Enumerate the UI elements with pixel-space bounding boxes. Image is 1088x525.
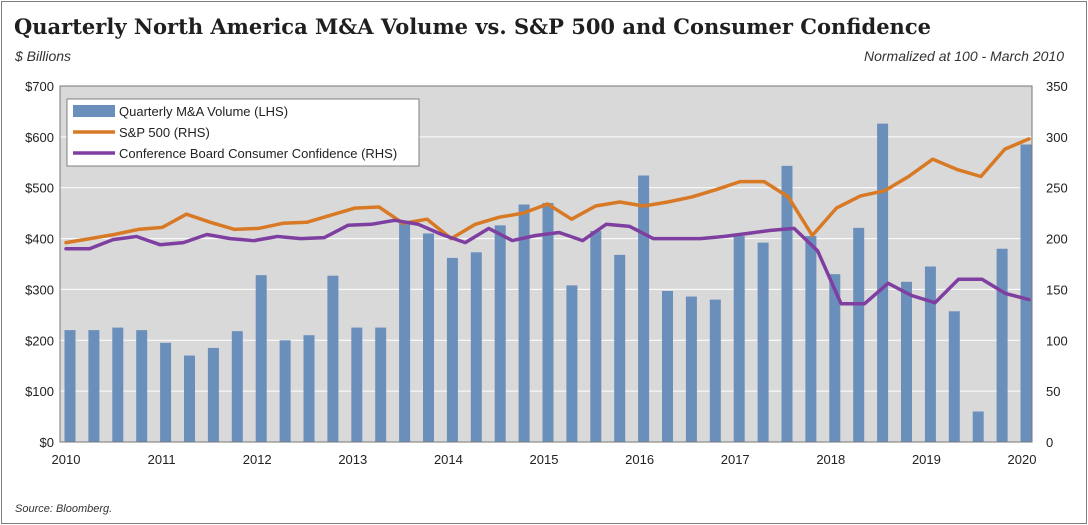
bar [446,257,458,442]
x-tick-label: 2016 [625,452,654,467]
bar [399,220,411,442]
bar [685,296,697,442]
legend-label: S&P 500 (RHS) [119,125,210,140]
bar [136,330,148,442]
left-tick-label: $500 [25,181,54,196]
bar [590,230,602,442]
source-note: Source: Bloomberg. [15,503,113,515]
x-tick-label: 2017 [721,452,750,467]
bar [757,242,769,442]
bar [207,347,219,442]
left-axis-unit: $ Billions [15,48,72,64]
bar [542,202,554,442]
legend-box [66,98,420,167]
bar [948,311,960,442]
bar [829,274,841,442]
bar [1020,144,1032,442]
legend-swatch-bar [73,105,115,117]
bar [64,330,76,442]
x-tick-label: 2015 [530,452,559,467]
bar [996,248,1008,442]
right-tick-label: 0 [1046,435,1053,450]
right-tick-label: 300 [1046,130,1068,145]
bar [423,233,434,442]
bar [375,327,387,442]
x-tick-label: 2013 [338,452,367,467]
left-tick-label: $600 [25,130,54,145]
right-tick-label: 100 [1046,333,1068,348]
bar [638,175,650,442]
bar [303,335,315,442]
bar [733,236,745,442]
bar [781,165,793,443]
bar [88,330,100,442]
bar [924,266,936,442]
bar [184,355,195,442]
right-axis-note: Normalized at 100 - March 2010 [864,48,1064,64]
bar [972,411,984,442]
plot-border [59,85,1033,443]
left-tick-label: $100 [25,384,54,399]
x-tick-label: 2011 [148,452,176,467]
bar [327,275,339,442]
x-tick-label: 2010 [52,452,81,467]
left-tick-label: $200 [25,333,54,348]
bar [351,327,363,442]
right-tick-label: 150 [1046,282,1068,297]
legend-label: Conference Board Consumer Confidence (RH… [119,146,397,161]
bar [901,281,912,442]
sp500-line [64,137,1031,245]
bar [614,254,626,442]
right-tick-label: 200 [1046,232,1068,247]
bar [518,204,530,442]
bar [470,252,482,442]
bar [805,236,817,442]
left-tick-label: $700 [25,79,54,94]
confidence-line [64,218,1031,306]
x-tick-label: 2018 [816,452,845,467]
x-tick-label: 2019 [912,452,941,467]
bar [566,285,578,442]
left-tick-label: $0 [40,435,54,450]
right-tick-label: 50 [1046,384,1060,399]
chart-title: Quarterly North America M&A Volume vs. S… [14,14,931,39]
bar [494,225,506,442]
bar [279,340,291,442]
x-tick-label: 2020 [1008,452,1037,467]
bar [662,290,673,442]
bar [709,299,721,442]
left-tick-label: $300 [25,282,54,297]
bar [877,123,889,443]
right-tick-label: 250 [1046,181,1068,196]
bar [112,327,124,442]
left-tick-label: $400 [25,232,54,247]
bar [160,342,172,442]
legend-label: Quarterly M&A Volume (LHS) [119,104,288,119]
x-tick-label: 2014 [434,452,463,467]
right-tick-label: 350 [1046,79,1068,94]
bar [231,331,243,442]
x-tick-label: 2012 [243,452,272,467]
bar [255,275,267,442]
bar [853,227,865,442]
